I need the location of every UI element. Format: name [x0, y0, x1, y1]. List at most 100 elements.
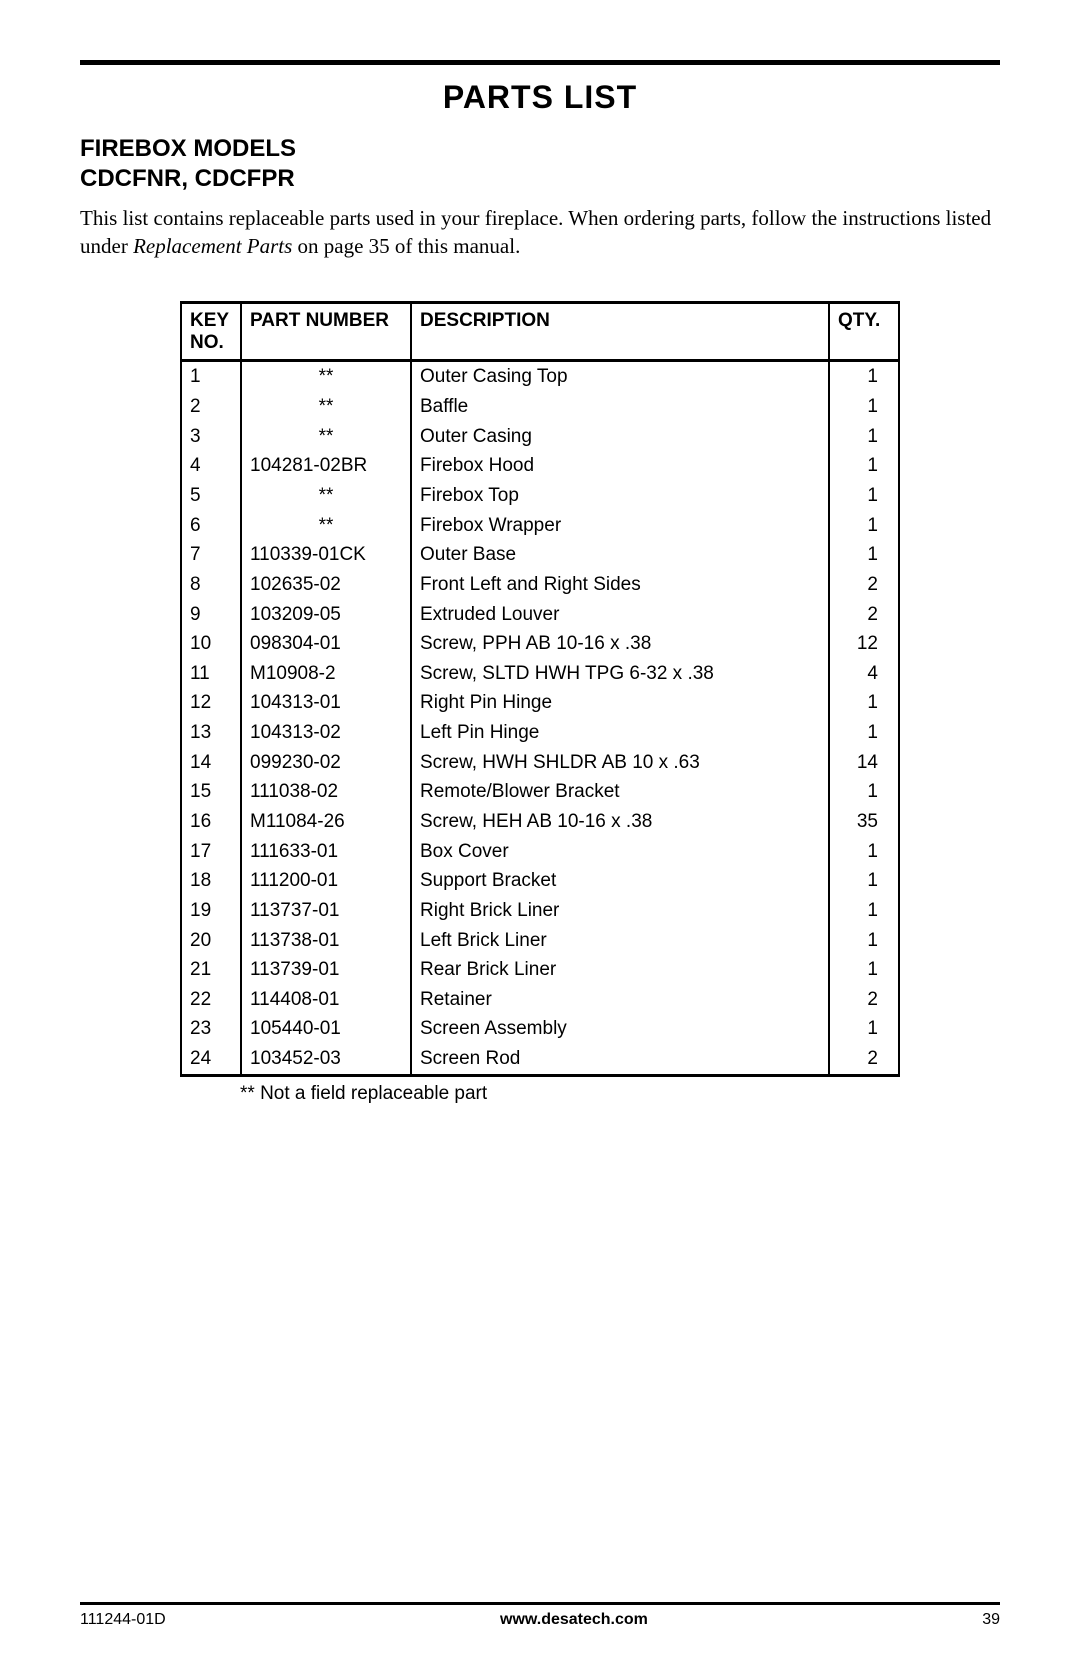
- table-row: 23105440-01Screen Assembly1: [181, 1014, 899, 1044]
- table-row: 14099230-02Screw, HWH SHLDR AB 10 x .631…: [181, 748, 899, 778]
- cell-description: Outer Casing: [411, 422, 829, 452]
- intro-italic: Replacement Parts: [133, 234, 292, 258]
- cell-qty: 1: [829, 777, 899, 807]
- cell-qty: 1: [829, 451, 899, 481]
- cell-qty: 1: [829, 422, 899, 452]
- cell-description: Right Pin Hinge: [411, 688, 829, 718]
- cell-qty: 1: [829, 688, 899, 718]
- table-row: 11M10908-2Screw, SLTD HWH TPG 6-32 x .38…: [181, 659, 899, 689]
- header-qty: QTY.: [829, 302, 899, 361]
- cell-key-no: 18: [181, 866, 241, 896]
- subtitle-line1: FIREBOX MODELS: [80, 135, 296, 162]
- cell-description: Screen Assembly: [411, 1014, 829, 1044]
- table-row: 3**Outer Casing1: [181, 422, 899, 452]
- cell-qty: 1: [829, 955, 899, 985]
- cell-description: Baffle: [411, 392, 829, 422]
- cell-part-number: 102635-02: [241, 570, 411, 600]
- cell-key-no: 4: [181, 451, 241, 481]
- cell-qty: 1: [829, 511, 899, 541]
- table-row: 20113738-01Left Brick Liner1: [181, 926, 899, 956]
- cell-key-no: 10: [181, 629, 241, 659]
- cell-key-no: 21: [181, 955, 241, 985]
- cell-key-no: 11: [181, 659, 241, 689]
- page-title: PARTS LIST: [80, 79, 1000, 116]
- footer-row: 111244-01D www.desatech.com 39: [80, 1611, 1000, 1629]
- header-key-l2: NO.: [190, 332, 224, 353]
- cell-part-number: **: [241, 422, 411, 452]
- cell-key-no: 2: [181, 392, 241, 422]
- footer-url: www.desatech.com: [500, 1611, 648, 1629]
- cell-qty: 1: [829, 718, 899, 748]
- table-row: 10098304-01Screw, PPH AB 10-16 x .3812: [181, 629, 899, 659]
- table-row: 8102635-02Front Left and Right Sides2: [181, 570, 899, 600]
- cell-description: Firebox Wrapper: [411, 511, 829, 541]
- table-row: 5**Firebox Top1: [181, 481, 899, 511]
- cell-qty: 2: [829, 985, 899, 1015]
- parts-table-body: 1**Outer Casing Top12**Baffle13**Outer C…: [181, 361, 899, 1075]
- cell-description: Extruded Louver: [411, 600, 829, 630]
- cell-description: Retainer: [411, 985, 829, 1015]
- table-row: 17111633-01Box Cover1: [181, 837, 899, 867]
- table-row: 1**Outer Casing Top1: [181, 361, 899, 392]
- table-row: 19113737-01Right Brick Liner1: [181, 896, 899, 926]
- table-row: 13104313-02Left Pin Hinge1: [181, 718, 899, 748]
- cell-description: Left Pin Hinge: [411, 718, 829, 748]
- cell-part-number: 110339-01CK: [241, 540, 411, 570]
- cell-key-no: 19: [181, 896, 241, 926]
- cell-key-no: 6: [181, 511, 241, 541]
- cell-description: Remote/Blower Bracket: [411, 777, 829, 807]
- cell-part-number: **: [241, 361, 411, 392]
- subtitle: FIREBOX MODELS CDCFNR, CDCFPR: [80, 134, 1000, 194]
- header-desc: DESCRIPTION: [411, 302, 829, 361]
- cell-description: Right Brick Liner: [411, 896, 829, 926]
- cell-key-no: 8: [181, 570, 241, 600]
- cell-key-no: 14: [181, 748, 241, 778]
- header-key: KEY NO.: [181, 302, 241, 361]
- cell-part-number: M10908-2: [241, 659, 411, 689]
- cell-part-number: 103452-03: [241, 1044, 411, 1075]
- cell-qty: 2: [829, 570, 899, 600]
- table-row: 9103209-05Extruded Louver2: [181, 600, 899, 630]
- cell-key-no: 12: [181, 688, 241, 718]
- table-row: 2**Baffle1: [181, 392, 899, 422]
- cell-qty: 2: [829, 600, 899, 630]
- cell-qty: 1: [829, 1014, 899, 1044]
- table-row: 18111200-01Support Bracket1: [181, 866, 899, 896]
- cell-qty: 12: [829, 629, 899, 659]
- table-row: 24103452-03Screen Rod2: [181, 1044, 899, 1075]
- cell-part-number: 113739-01: [241, 955, 411, 985]
- cell-description: Rear Brick Liner: [411, 955, 829, 985]
- cell-description: Box Cover: [411, 837, 829, 867]
- cell-part-number: **: [241, 392, 411, 422]
- cell-description: Firebox Hood: [411, 451, 829, 481]
- table-row: 15111038-02Remote/Blower Bracket1: [181, 777, 899, 807]
- cell-description: Outer Base: [411, 540, 829, 570]
- table-footnote: ** Not a field replaceable part: [180, 1083, 900, 1105]
- cell-key-no: 15: [181, 777, 241, 807]
- cell-description: Left Brick Liner: [411, 926, 829, 956]
- top-rule: [80, 60, 1000, 65]
- cell-qty: 1: [829, 837, 899, 867]
- cell-qty: 1: [829, 540, 899, 570]
- cell-key-no: 16: [181, 807, 241, 837]
- cell-part-number: 099230-02: [241, 748, 411, 778]
- cell-part-number: 114408-01: [241, 985, 411, 1015]
- cell-key-no: 1: [181, 361, 241, 392]
- header-key-l1: KEY: [190, 310, 229, 331]
- cell-part-number: M11084-26: [241, 807, 411, 837]
- footer-page-no: 39: [982, 1611, 1000, 1629]
- cell-key-no: 5: [181, 481, 241, 511]
- cell-part-number: 113738-01: [241, 926, 411, 956]
- cell-part-number: 098304-01: [241, 629, 411, 659]
- cell-qty: 14: [829, 748, 899, 778]
- cell-key-no: 9: [181, 600, 241, 630]
- footer-rule: [80, 1602, 1000, 1605]
- table-row: 7110339-01CKOuter Base1: [181, 540, 899, 570]
- intro-text: This list contains replaceable parts use…: [80, 204, 1000, 261]
- cell-part-number: 104313-02: [241, 718, 411, 748]
- table-row: 12104313-01Right Pin Hinge1: [181, 688, 899, 718]
- cell-description: Screw, HWH SHLDR AB 10 x .63: [411, 748, 829, 778]
- cell-part-number: 111038-02: [241, 777, 411, 807]
- intro-suffix: on page 35 of this manual.: [292, 234, 520, 258]
- cell-key-no: 3: [181, 422, 241, 452]
